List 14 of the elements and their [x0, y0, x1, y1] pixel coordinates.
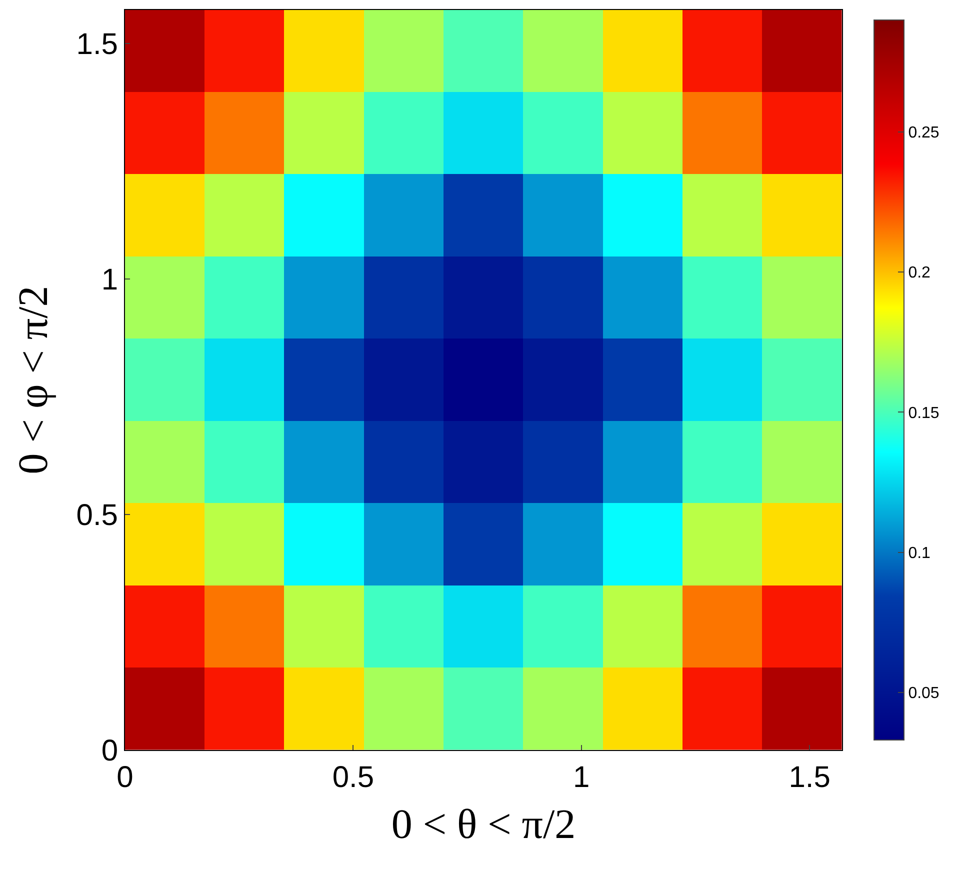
x-tick-label: 0.5: [332, 761, 374, 794]
y-tick-label: 1: [101, 263, 118, 296]
y-axis-title: 0 < φ < π/2: [11, 286, 58, 474]
x-axis-title: 0 < θ < π/2: [391, 802, 576, 848]
x-tick-label: 1.5: [788, 761, 830, 794]
color-bar-label: 0.15: [908, 404, 940, 422]
color-bar-label: 0.25: [908, 124, 940, 142]
color-bar-label: 0.1: [908, 544, 931, 562]
y-tick-label: 0.5: [76, 498, 118, 532]
x-tick-label: 1: [573, 761, 590, 794]
color-bar-label: 0.2: [908, 264, 931, 282]
y-tick-label: 1.5: [76, 28, 118, 61]
y-tick-label: 0: [101, 734, 118, 768]
color-bar-label: 0.05: [908, 684, 940, 702]
